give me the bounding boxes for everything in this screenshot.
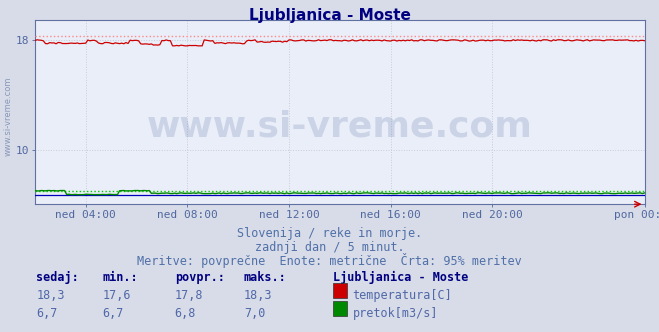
Text: 7,0: 7,0 xyxy=(244,307,265,320)
Text: Ljubljanica - Moste: Ljubljanica - Moste xyxy=(248,8,411,23)
Text: Slovenija / reke in morje.: Slovenija / reke in morje. xyxy=(237,227,422,240)
Text: 18,3: 18,3 xyxy=(244,289,272,302)
Text: min.:: min.: xyxy=(102,271,138,284)
Text: temperatura[C]: temperatura[C] xyxy=(353,289,452,302)
Text: 6,7: 6,7 xyxy=(36,307,57,320)
Text: 6,7: 6,7 xyxy=(102,307,123,320)
Text: maks.:: maks.: xyxy=(244,271,287,284)
Text: 17,6: 17,6 xyxy=(102,289,130,302)
Text: Ljubljanica - Moste: Ljubljanica - Moste xyxy=(333,271,468,284)
Text: www.si-vreme.com: www.si-vreme.com xyxy=(147,110,532,144)
Text: povpr.:: povpr.: xyxy=(175,271,225,284)
Text: sedaj:: sedaj: xyxy=(36,271,79,284)
Text: www.si-vreme.com: www.si-vreme.com xyxy=(4,76,13,156)
Text: zadnji dan / 5 minut.: zadnji dan / 5 minut. xyxy=(254,241,405,254)
Text: Meritve: povprečne  Enote: metrične  Črta: 95% meritev: Meritve: povprečne Enote: metrične Črta:… xyxy=(137,253,522,268)
Text: 17,8: 17,8 xyxy=(175,289,203,302)
Text: pretok[m3/s]: pretok[m3/s] xyxy=(353,307,438,320)
Text: 6,8: 6,8 xyxy=(175,307,196,320)
Text: 18,3: 18,3 xyxy=(36,289,65,302)
